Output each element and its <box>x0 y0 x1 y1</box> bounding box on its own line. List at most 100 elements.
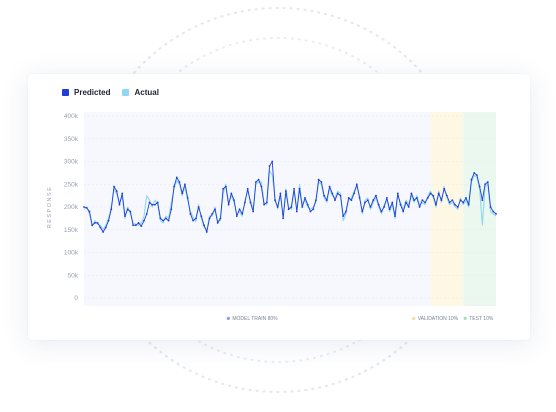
predicted-point <box>137 222 140 224</box>
legend-label-actual: Actual <box>134 88 159 97</box>
predicted-point <box>432 194 435 197</box>
predicted-point <box>224 185 227 188</box>
predicted-point <box>140 225 143 228</box>
actual-swatch <box>122 89 130 96</box>
predicted-point <box>186 197 189 199</box>
predicted-point <box>353 192 356 195</box>
legend: Predicted Actual <box>62 88 159 97</box>
zone-bg-train <box>84 112 431 306</box>
predicted-point <box>208 217 211 220</box>
predicted-point <box>241 212 244 215</box>
legend-item-predicted[interactable]: Predicted <box>62 88 110 97</box>
predicted-point <box>194 217 197 220</box>
predicted-point <box>413 199 416 202</box>
predicted-point <box>222 187 225 190</box>
predicted-point <box>334 199 336 202</box>
predicted-point <box>459 199 462 202</box>
predicted-point <box>293 187 295 190</box>
y-tick-label: 250k <box>64 181 79 188</box>
predicted-point <box>456 206 459 208</box>
predicted-point <box>175 176 178 179</box>
predicted-point <box>145 212 148 215</box>
chart-card: 0 50k 100k 150k 200k 250k 300k 350k 400k RESPONSE… <box>28 74 530 340</box>
predicted-point <box>164 217 167 220</box>
predicted-point <box>162 219 165 222</box>
y-tick-label: 50k <box>68 272 79 279</box>
y-tick-label: 400k <box>64 113 79 120</box>
predicted-point <box>465 197 467 199</box>
predicted-point <box>211 212 214 215</box>
predicted-point <box>476 174 478 177</box>
predicted-point <box>440 199 443 202</box>
predicted-point <box>143 219 145 222</box>
predicted-point <box>85 207 88 209</box>
predicted-point <box>470 178 473 181</box>
y-tick-label: 200k <box>64 204 79 211</box>
predicted-point <box>418 206 421 208</box>
predicted-point <box>287 208 290 211</box>
predicted-point <box>230 192 233 195</box>
predicted-point <box>451 199 454 202</box>
predicted-point <box>385 197 388 199</box>
predicted-point <box>96 222 99 224</box>
predicted-point <box>246 187 249 190</box>
predicted-point <box>325 199 328 202</box>
predicted-point <box>102 231 104 233</box>
predicted-swatch <box>62 89 69 96</box>
predicted-point <box>445 194 448 197</box>
predicted-point <box>317 178 320 181</box>
predicted-point <box>448 201 451 204</box>
predicted-point <box>113 185 115 188</box>
predicted-point <box>285 190 287 192</box>
predicted-point <box>271 160 274 163</box>
predicted-point <box>249 201 252 204</box>
predicted-point <box>437 192 440 195</box>
predicted-point <box>369 206 372 208</box>
predicted-point <box>88 210 91 213</box>
predicted-point <box>126 208 129 211</box>
predicted-point <box>364 201 366 204</box>
predicted-point <box>486 181 489 183</box>
predicted-point <box>214 208 216 211</box>
predicted-point <box>94 222 96 224</box>
predicted-point <box>320 181 323 183</box>
predicted-point <box>121 192 124 195</box>
predicted-point <box>181 192 184 195</box>
predicted-point <box>110 208 113 211</box>
predicted-point <box>426 197 429 199</box>
predicted-point <box>189 212 192 215</box>
predicted-point <box>399 203 402 206</box>
predicted-point <box>421 199 424 202</box>
predicted-point <box>339 194 342 197</box>
predicted-point <box>156 201 159 204</box>
predicted-point <box>301 206 304 208</box>
predicted-point <box>435 203 437 206</box>
predicted-point <box>282 217 285 220</box>
predicted-point <box>238 208 241 211</box>
predicted-point <box>462 201 465 204</box>
predicted-point <box>257 178 260 181</box>
predicted-point <box>336 192 339 195</box>
chart: 0 50k 100k 150k 200k 250k 300k 350k 400k RESPONSE… <box>47 112 497 322</box>
predicted-point <box>118 203 121 206</box>
predicted-point <box>244 201 246 204</box>
predicted-point <box>495 212 497 215</box>
predicted-point <box>263 203 265 206</box>
predicted-point <box>424 201 426 204</box>
zone-dot-validation <box>412 316 416 320</box>
predicted-point <box>276 206 279 208</box>
predicted-point <box>443 187 446 190</box>
predicted-point <box>167 219 170 222</box>
predicted-point <box>91 224 94 227</box>
predicted-point <box>295 210 298 213</box>
predicted-point <box>361 210 364 213</box>
predicted-point <box>394 215 396 218</box>
predicted-point <box>252 210 255 213</box>
predicted-point <box>391 201 394 204</box>
predicted-point <box>260 185 263 188</box>
predicted-point <box>254 181 257 183</box>
predicted-point <box>205 231 208 233</box>
legend-item-actual[interactable]: Actual <box>122 88 159 97</box>
zone-label-validation: VALIDATION 10% <box>418 316 459 322</box>
predicted-point <box>104 226 107 229</box>
